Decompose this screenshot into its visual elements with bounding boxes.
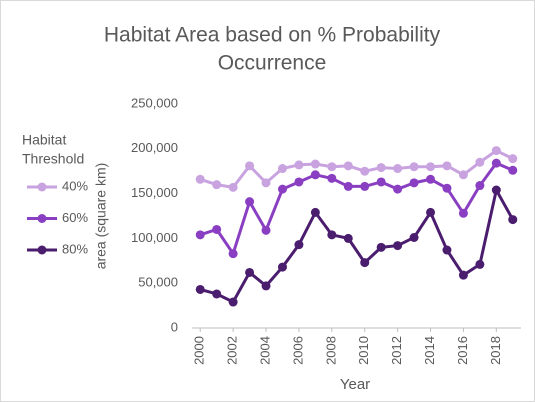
point: [360, 166, 370, 176]
point: [310, 159, 320, 169]
point: [409, 162, 419, 172]
point: [327, 173, 337, 183]
point: [508, 165, 518, 175]
point: [343, 181, 353, 191]
legend-label: 80%: [62, 241, 88, 256]
point: [409, 233, 419, 243]
point: [442, 245, 452, 255]
legend-marker: [37, 182, 47, 192]
x-tick-label: 2006: [290, 336, 305, 365]
point: [475, 181, 485, 191]
point: [245, 161, 255, 171]
x-axis-label: Year: [340, 376, 370, 393]
y-tick-label: 100,000: [131, 230, 178, 245]
legend-title: Habitat: [22, 132, 66, 148]
chart-title: Occurrence: [218, 52, 327, 75]
point: [310, 207, 320, 217]
point: [475, 157, 485, 167]
point: [426, 174, 436, 184]
y-tick-label: 50,000: [138, 275, 178, 290]
point: [310, 170, 320, 180]
legend-marker: [37, 245, 47, 255]
point: [261, 178, 271, 188]
x-tick-label: 2004: [257, 336, 272, 365]
point: [228, 297, 238, 307]
point: [277, 184, 287, 194]
point: [508, 154, 518, 164]
point: [508, 215, 518, 225]
point: [212, 224, 222, 234]
point: [245, 267, 255, 277]
point: [491, 158, 501, 168]
y-axis-label: area (square km): [93, 163, 109, 270]
point: [277, 164, 287, 174]
x-tick-label: 2002: [225, 336, 240, 365]
point: [409, 178, 419, 188]
point: [393, 241, 403, 251]
x-tick-label: 2010: [356, 336, 371, 365]
point: [491, 146, 501, 156]
y-tick-label: 250,000: [131, 95, 178, 110]
legend-marker: [37, 214, 47, 223]
point: [277, 262, 287, 272]
point: [393, 184, 403, 194]
series-line: [199, 161, 514, 258]
y-tick-label: 200,000: [131, 140, 178, 155]
point: [212, 180, 222, 190]
x-tick-label: 2018: [488, 336, 503, 365]
point: [475, 259, 485, 269]
point: [376, 242, 386, 252]
point: [228, 182, 238, 192]
chart-title: Habitat Area based on % Probability: [104, 24, 441, 47]
point: [393, 164, 403, 174]
point: [294, 177, 304, 187]
point: [195, 174, 205, 184]
point: [195, 284, 205, 294]
point: [261, 281, 271, 291]
point: [327, 162, 337, 172]
point: [294, 160, 304, 170]
point: [360, 181, 370, 191]
legend-title: Threshold: [22, 151, 84, 167]
point: [294, 240, 304, 250]
x-tick-label: 2012: [389, 336, 404, 365]
x-tick-label: 2000: [192, 336, 207, 365]
point: [228, 249, 238, 259]
point: [195, 230, 205, 240]
point: [458, 170, 468, 180]
point: [426, 207, 436, 217]
y-tick-label: 150,000: [131, 185, 178, 200]
point: [245, 197, 255, 207]
point: [343, 161, 353, 171]
y-tick-label: 0: [171, 319, 178, 334]
point: [491, 185, 501, 195]
point: [343, 233, 353, 243]
point: [376, 163, 386, 173]
point: [360, 258, 370, 268]
point: [426, 162, 436, 172]
legend-label: 40%: [62, 178, 88, 193]
legend-label: 60%: [62, 210, 88, 225]
point: [212, 289, 222, 299]
x-tick-label: 2008: [323, 336, 338, 365]
point: [376, 177, 386, 187]
point: [442, 161, 452, 171]
point: [261, 225, 271, 235]
point: [442, 183, 452, 193]
x-tick-label: 2016: [455, 336, 470, 365]
point: [458, 270, 468, 280]
point: [458, 208, 468, 218]
x-tick-label: 2014: [422, 336, 437, 365]
point: [327, 230, 337, 240]
